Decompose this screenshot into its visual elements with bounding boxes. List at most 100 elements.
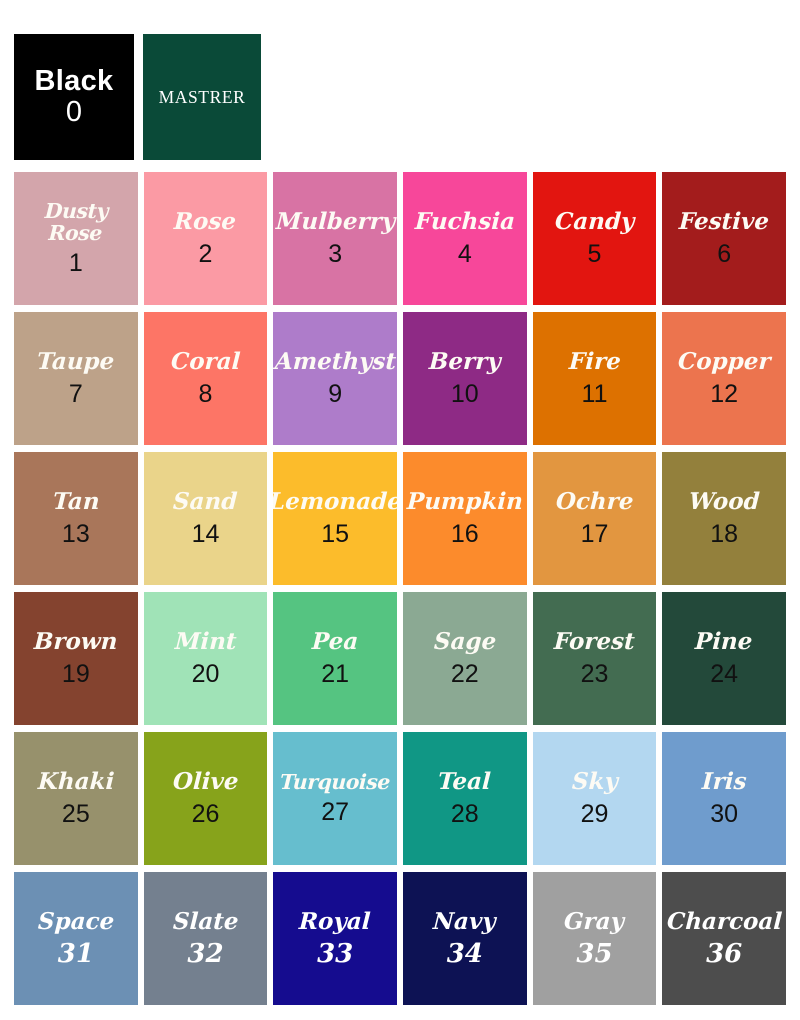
swatch[interactable]: Rose 2 — [143, 172, 268, 305]
swatch-number: 17 — [580, 519, 609, 548]
swatch[interactable]: Turquoise 27 — [273, 732, 397, 865]
swatch-name: Slate — [172, 907, 239, 935]
swatch-name: Turquoise — [279, 769, 391, 794]
swatch-name: Amethyst — [273, 348, 397, 376]
swatch[interactable]: Olive 26 — [143, 732, 268, 865]
swatch-name: Navy — [432, 907, 497, 935]
swatch[interactable]: Charcoal 36 — [662, 872, 786, 1005]
swatch-name: Berry — [428, 348, 502, 376]
swatch-name: Forest — [553, 628, 636, 656]
swatch-number: 31 — [57, 939, 94, 970]
swatch-number: 26 — [191, 799, 220, 828]
swatch[interactable]: Sand 14 — [143, 452, 268, 585]
swatch-name: Fuchsia — [414, 208, 516, 236]
swatch[interactable]: Gray 35 — [532, 872, 657, 1005]
swatch[interactable]: Fuchsia 4 — [402, 172, 527, 305]
swatch-number: 27 — [321, 798, 350, 827]
swatch-number: 16 — [450, 519, 479, 548]
swatch[interactable]: Pine 24 — [662, 592, 786, 725]
swatch-number: 3 — [328, 239, 343, 268]
swatch-name: Pine — [694, 628, 754, 656]
swatch-number: 28 — [450, 799, 479, 828]
swatch-name: Mint — [174, 628, 238, 656]
swatch-number: 8 — [198, 379, 213, 408]
swatch[interactable]: Slate 32 — [143, 872, 268, 1005]
swatch-number: 30 — [710, 799, 739, 828]
swatch-name: Pea — [311, 628, 360, 656]
swatch-number: 23 — [580, 659, 609, 688]
swatch[interactable]: Brown 19 — [14, 592, 138, 725]
swatch-number: 4 — [457, 239, 472, 268]
swatch-number: 15 — [321, 519, 350, 548]
swatch-name: Teal — [437, 768, 492, 796]
swatch-name: Dusty Rose — [44, 198, 109, 245]
swatch-number: 13 — [61, 519, 90, 548]
swatch[interactable]: Copper 12 — [662, 312, 786, 445]
swatch-number: 10 — [450, 379, 479, 408]
swatch-number: 29 — [580, 799, 609, 828]
swatch-name: Sage — [433, 628, 497, 656]
swatch-number: 35 — [576, 939, 613, 970]
swatch-name: Wood — [688, 488, 761, 516]
swatch-number: 12 — [710, 379, 739, 408]
swatch-number: 20 — [191, 659, 220, 688]
swatch-name: Gray — [563, 907, 626, 935]
swatch-name: Pumpkin — [406, 488, 524, 516]
swatch[interactable]: Mint 20 — [143, 592, 268, 725]
swatch-number: 34 — [446, 939, 483, 970]
swatch-name: Rose — [173, 208, 238, 236]
swatch[interactable]: Forest 23 — [532, 592, 657, 725]
swatch[interactable]: Amethyst 9 — [273, 312, 397, 445]
swatch[interactable]: Fire 11 — [532, 312, 657, 445]
swatch[interactable]: Iris 30 — [662, 732, 786, 865]
swatch-black-name: Black — [34, 65, 114, 97]
swatch[interactable]: Coral 8 — [143, 312, 268, 445]
swatch-number: 5 — [587, 239, 602, 268]
swatch[interactable]: Royal 33 — [273, 872, 397, 1005]
swatch-name: Ochre — [555, 488, 634, 516]
swatch-number: 36 — [706, 939, 743, 970]
swatch[interactable]: Pea 21 — [273, 592, 397, 725]
swatch-name: Charcoal — [665, 907, 783, 935]
swatch-name: Lemonade — [273, 488, 397, 516]
swatch[interactable]: Ochre 17 — [532, 452, 657, 585]
swatch[interactable]: Sage 22 — [402, 592, 527, 725]
swatch[interactable]: Taupe 7 — [14, 312, 138, 445]
swatch-name: Festive — [678, 208, 770, 236]
swatch[interactable]: Teal 28 — [402, 732, 527, 865]
swatch-black[interactable]: Black 0 — [14, 34, 134, 160]
brand-name: MASTRER — [158, 86, 246, 107]
swatch[interactable]: Mulberry 3 — [273, 172, 397, 305]
swatch-name: Space — [37, 907, 115, 935]
swatch-name: Mulberry — [274, 208, 396, 236]
swatch[interactable]: Berry 10 — [402, 312, 527, 445]
swatch[interactable]: Dusty Rose 1 — [14, 172, 138, 305]
swatch-number: 9 — [328, 379, 343, 408]
swatch-number: 2 — [198, 239, 213, 268]
swatch-number: 19 — [61, 659, 90, 688]
swatch-number: 1 — [68, 249, 83, 278]
swatch[interactable]: Pumpkin 16 — [402, 452, 527, 585]
swatch[interactable]: Khaki 25 — [14, 732, 138, 865]
swatch-name: Taupe — [36, 348, 116, 376]
swatch[interactable]: Navy 34 — [402, 872, 527, 1005]
swatch-name: Royal — [298, 907, 372, 935]
swatch[interactable]: Festive 6 — [662, 172, 786, 305]
swatch[interactable]: Space 31 — [14, 872, 138, 1005]
swatch[interactable]: Lemonade 15 — [273, 452, 397, 585]
swatch-number: 32 — [187, 939, 224, 970]
swatch-number: 6 — [717, 239, 732, 268]
swatch[interactable]: Candy 5 — [532, 172, 657, 305]
swatch-name: Brown — [33, 628, 119, 656]
swatch[interactable]: Wood 18 — [662, 452, 786, 585]
swatch-grid: Dusty Rose 1 Rose 2 Mulberry 3 Fuchsia 4 Candy 5 F… — [14, 172, 786, 1005]
swatch-name: Olive — [172, 768, 239, 796]
swatch-number: 14 — [191, 519, 220, 548]
swatch-name: Candy — [554, 208, 635, 236]
swatch-black-number: 0 — [65, 96, 83, 128]
swatch-name: Tan — [51, 488, 100, 516]
swatch-name: Sand — [172, 488, 239, 516]
swatch[interactable]: Tan 13 — [14, 452, 138, 585]
swatch[interactable]: Sky 29 — [532, 732, 657, 865]
swatch-name: Fire — [567, 348, 622, 376]
